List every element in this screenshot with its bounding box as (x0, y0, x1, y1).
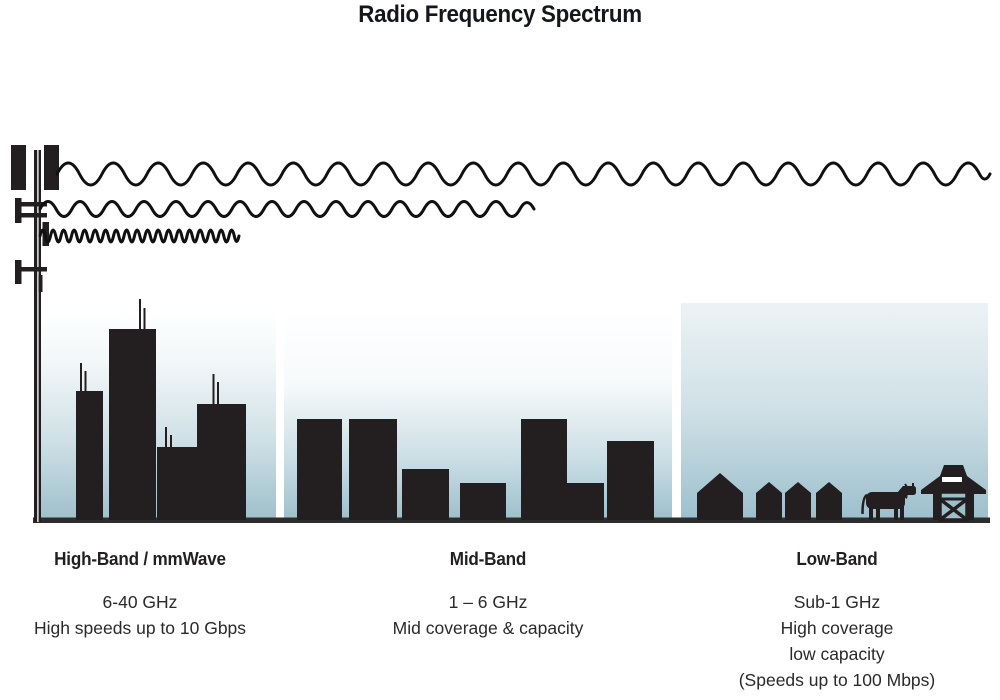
high-band-description: High speeds up to 10 Gbps (33, 618, 247, 638)
high-band-city-skyline (76, 299, 246, 520)
building (157, 447, 197, 520)
building (607, 441, 654, 520)
barn-door-cross (939, 498, 968, 521)
house (816, 482, 842, 520)
low-band-details: Sub-1 GHz High coverage low capacity (Sp… (697, 589, 977, 693)
long-wavelength-wave-icon (55, 161, 992, 187)
tower-crossbar (17, 213, 47, 218)
tower-stub (38, 275, 43, 292)
cow-body (866, 492, 905, 509)
building (460, 483, 506, 520)
tower-crossbar (17, 267, 47, 272)
mid-band-details: 1 – 6 GHz Mid coverage & capacity (348, 589, 628, 641)
tower-mast-highlight (37, 150, 39, 522)
house (756, 482, 782, 520)
cow-leg (869, 505, 873, 520)
cow-horn (904, 483, 908, 488)
building (402, 469, 449, 520)
cow-tail (861, 493, 868, 515)
barn-icon (921, 465, 986, 522)
low-band-speed: (Speeds up to 100 Mbps) (738, 670, 936, 690)
barn-roof-window (942, 477, 962, 482)
house (697, 473, 743, 520)
building (109, 329, 156, 520)
high-band-frequency: 6-40 GHz (102, 592, 178, 612)
tower-panel-right (44, 145, 59, 190)
radio-waves (38, 161, 992, 244)
tower-panel-left (11, 145, 26, 190)
medium-wavelength-wave-icon (38, 200, 536, 218)
cow-icon (861, 483, 916, 520)
building (521, 419, 567, 520)
high-band-heading: High-Band / mmWave (54, 549, 226, 569)
building (297, 419, 342, 520)
building (349, 419, 397, 520)
tower-crossbar (17, 202, 47, 207)
mid-band-buildings (297, 419, 654, 520)
building (76, 391, 103, 520)
cell-tower-icon (11, 145, 59, 522)
short-wavelength-wave-icon (38, 228, 241, 244)
mid-band-frequency: 1 – 6 GHz (448, 592, 528, 612)
low-band-frequency: Sub-1 GHz (793, 592, 881, 612)
cow-head (902, 486, 916, 495)
ground-line (33, 517, 990, 523)
low-band-farm-scene (697, 465, 986, 522)
house (785, 482, 811, 520)
cow-leg (900, 505, 904, 520)
cow-leg (894, 505, 898, 520)
rooftop-antennas (80, 299, 219, 448)
building (567, 483, 604, 520)
page-title: Radio Frequency Spectrum (358, 1, 642, 28)
high-band-details: 6-40 GHz High speeds up to 10 Gbps (0, 589, 280, 641)
mid-band-heading: Mid-Band (449, 549, 527, 569)
low-band-heading: Low-Band (796, 549, 878, 569)
mid-band-description: Mid coverage & capacity (392, 618, 584, 638)
building (197, 404, 246, 520)
tower-small-antenna (15, 260, 22, 284)
cow-leg (876, 505, 880, 520)
tower-small-antenna (15, 198, 22, 223)
low-band-capacity: low capacity (789, 644, 885, 664)
low-band-coverage: High coverage (780, 618, 894, 638)
